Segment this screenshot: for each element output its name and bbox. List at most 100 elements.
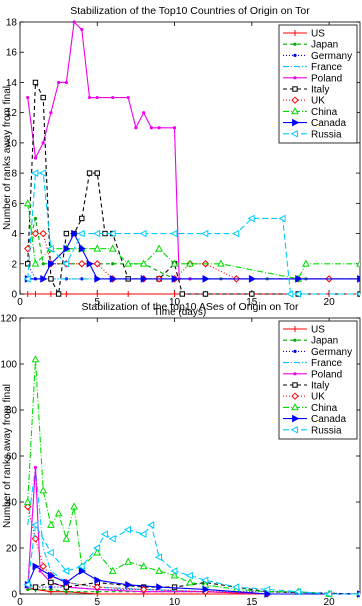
data-point-japan: [95, 590, 99, 594]
data-point-china: [93, 548, 102, 556]
data-point-china: [23, 199, 32, 207]
data-point-us: [63, 291, 70, 297]
data-point-japan: [26, 587, 30, 592]
series-group: [23, 355, 360, 598]
data-point-poland: [95, 95, 99, 100]
data-point-russia: [293, 587, 302, 596]
legend-label: US: [311, 29, 325, 40]
x-tick-label: 5: [94, 597, 100, 606]
data-point-italy: [25, 261, 31, 267]
x-tick-label: 10: [169, 297, 181, 308]
chart-2: Stabilization of the top10 ASes of Origi…: [0, 301, 361, 606]
chart-title: Stabilization of the Top10 Countries of …: [70, 5, 310, 17]
data-point-russia: [185, 571, 193, 580]
data-point-canada: [109, 275, 117, 283]
legend-label: Canada: [311, 414, 346, 425]
legend-label: Germany: [311, 51, 352, 62]
series-line-china: [27, 203, 360, 280]
data-point-uk: [93, 583, 101, 591]
legend-label: Russia: [311, 129, 342, 140]
legend-marker: [293, 338, 297, 342]
data-point-uk: [139, 585, 148, 594]
data-point-russia: [31, 169, 39, 177]
chart-1: Stabilization of the Top10 Countries of …: [2, 5, 361, 318]
data-point-china: [170, 259, 179, 267]
data-point-russia: [232, 583, 240, 591]
data-point-russia: [355, 291, 360, 297]
x-tick-label: 0: [17, 597, 23, 606]
data-point-china: [217, 259, 225, 267]
data-point-china: [155, 566, 163, 574]
data-point-canada: [86, 259, 94, 268]
data-point-canada: [94, 576, 102, 585]
data-point-italy: [79, 215, 85, 222]
data-point-poland: [142, 111, 146, 115]
y-tick-label: 6: [11, 199, 17, 210]
y-tick-label: 0: [11, 290, 17, 301]
data-point-italy: [32, 584, 39, 590]
data-point-italy: [249, 291, 255, 297]
data-point-uk: [31, 229, 40, 238]
y-tick-label: 120: [0, 314, 17, 325]
y-tick-label: 60: [6, 452, 18, 463]
data-point-poland: [134, 126, 138, 130]
data-point-italy: [86, 170, 93, 176]
data-point-japan: [64, 590, 68, 594]
legend-label: France: [311, 62, 343, 73]
data-point-poland: [57, 80, 61, 85]
data-point-canada: [78, 244, 87, 253]
data-point-russia: [23, 275, 31, 283]
legend-marker: [293, 53, 297, 58]
y-tick-label: 80: [6, 406, 18, 417]
data-point-poland: [49, 111, 53, 115]
legend-marker: [292, 414, 300, 423]
data-point-russia: [62, 567, 70, 575]
data-point-russia: [201, 229, 209, 238]
data-point-russia: [286, 290, 294, 298]
data-point-poland: [149, 126, 153, 130]
data-point-canada: [94, 275, 102, 283]
legend-label: US: [311, 325, 325, 336]
chart-title: Stabilization of the top10 ASes of Origi…: [82, 301, 299, 313]
data-point-china: [186, 578, 194, 586]
legend-marker: [292, 326, 298, 332]
data-point-germany: [49, 585, 53, 589]
data-point-italy: [55, 291, 62, 297]
data-point-germany: [80, 277, 84, 281]
data-point-russia: [38, 169, 47, 177]
legend-marker: [292, 118, 300, 127]
data-point-russia: [201, 576, 209, 585]
data-point-italy: [179, 291, 185, 297]
data-point-japan: [49, 587, 53, 592]
data-point-china: [170, 571, 179, 579]
data-point-russia: [62, 259, 70, 268]
data-point-us: [47, 291, 54, 297]
data-point-canada: [202, 275, 210, 283]
data-point-china: [124, 259, 133, 267]
data-point-poland: [33, 156, 38, 160]
data-point-canada: [125, 580, 133, 589]
y-axis-label: Number of ranks away from final: [2, 384, 13, 528]
data-point-italy: [171, 584, 178, 590]
data-point-russia: [293, 290, 302, 298]
data-point-russia: [77, 229, 85, 238]
data-point-russia: [123, 525, 132, 534]
y-tick-label: 4: [11, 229, 17, 240]
data-point-italy: [32, 79, 39, 86]
legend-label: Italy: [311, 381, 329, 392]
legend-label: Italy: [311, 85, 329, 96]
legend-label: Poland: [311, 73, 342, 84]
data-point-china: [31, 259, 40, 267]
data-point-canada: [63, 578, 71, 587]
data-point-russia: [46, 244, 54, 253]
data-point-china: [54, 509, 63, 517]
data-point-canada: [357, 275, 360, 283]
x-axis-label: Time (days): [154, 307, 206, 318]
data-point-russia: [93, 229, 101, 238]
legend-label: UK: [311, 392, 325, 403]
x-tick-label: 15: [246, 297, 258, 308]
legend-label: UK: [311, 96, 325, 107]
data-point-poland: [41, 141, 45, 145]
data-point-poland: [33, 465, 38, 470]
